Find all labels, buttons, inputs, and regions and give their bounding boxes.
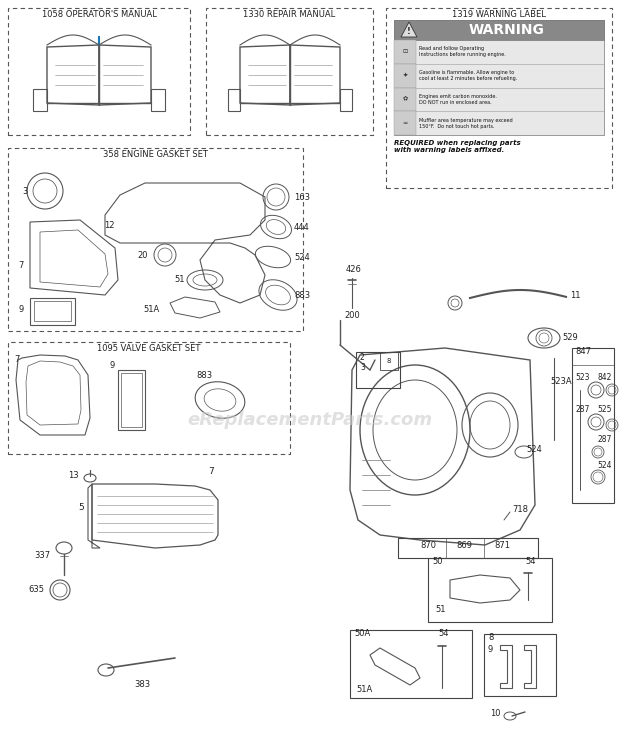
Text: 3: 3	[360, 364, 365, 373]
Polygon shape	[394, 20, 604, 135]
Text: ≈: ≈	[402, 121, 407, 126]
Text: 871: 871	[494, 540, 510, 550]
Text: 7: 7	[15, 356, 20, 365]
Text: 883: 883	[196, 371, 212, 379]
Text: 529: 529	[562, 333, 578, 342]
Text: 20: 20	[138, 251, 148, 260]
Text: 7: 7	[208, 467, 214, 476]
Text: 3: 3	[22, 187, 28, 196]
Text: 1330 REPAIR MANUAL: 1330 REPAIR MANUAL	[244, 10, 335, 19]
Text: 1058 OPERATOR'S MANUAL: 1058 OPERATOR'S MANUAL	[42, 10, 156, 19]
Polygon shape	[401, 22, 417, 37]
Text: 5: 5	[78, 504, 84, 513]
Polygon shape	[394, 112, 416, 135]
Text: ✿: ✿	[402, 97, 407, 102]
Text: 7: 7	[19, 260, 24, 269]
Text: ⊡: ⊡	[402, 49, 407, 54]
Polygon shape	[394, 40, 416, 64]
Text: 847: 847	[575, 347, 591, 356]
Text: ✦: ✦	[402, 73, 407, 78]
Text: 51: 51	[174, 275, 185, 284]
Text: 524: 524	[294, 252, 310, 261]
Text: 54: 54	[525, 557, 536, 566]
Text: 883: 883	[294, 290, 310, 300]
Text: 51A: 51A	[356, 685, 372, 694]
Text: 1095 VALVE GASKET SET: 1095 VALVE GASKET SET	[97, 344, 201, 353]
Text: 8: 8	[387, 358, 391, 364]
Text: Gasoline is flammable. Allow engine to
cool at least 2 minutes before refueling.: Gasoline is flammable. Allow engine to c…	[419, 70, 517, 81]
Text: 51: 51	[435, 606, 446, 615]
Text: 523A: 523A	[550, 377, 572, 386]
Text: 8: 8	[488, 633, 494, 643]
Text: 523: 523	[575, 373, 590, 382]
Text: 635: 635	[28, 586, 44, 594]
Text: 337: 337	[34, 551, 50, 560]
Text: !: !	[407, 27, 411, 36]
Polygon shape	[394, 64, 416, 88]
Text: 9: 9	[110, 361, 115, 370]
Text: 287: 287	[597, 435, 611, 444]
Text: 9: 9	[488, 646, 494, 655]
Text: 524: 524	[526, 446, 542, 455]
Text: 870: 870	[420, 540, 436, 550]
Text: 358 ENGINE GASKET SET: 358 ENGINE GASKET SET	[103, 150, 208, 159]
Text: 842: 842	[597, 373, 611, 382]
Text: Muffler area temperature may exceed
150°F.  Do not touch hot parts.: Muffler area temperature may exceed 150°…	[419, 118, 513, 129]
Text: 1319 WARNING LABEL: 1319 WARNING LABEL	[452, 10, 546, 19]
Text: 51A: 51A	[144, 306, 160, 315]
Text: WARNING: WARNING	[469, 23, 545, 37]
Polygon shape	[394, 88, 416, 112]
Text: Engines emit carbon monoxide.
DO NOT run in enclosed area.: Engines emit carbon monoxide. DO NOT run…	[419, 94, 497, 105]
Text: Read and follow Operating
Instructions before running engine.: Read and follow Operating Instructions b…	[419, 46, 506, 57]
Text: 12: 12	[105, 220, 115, 229]
Text: 718: 718	[512, 505, 528, 515]
Text: 50: 50	[432, 557, 443, 566]
Text: 525: 525	[597, 405, 611, 414]
Text: eReplacementParts.com: eReplacementParts.com	[187, 411, 433, 429]
Text: 2: 2	[360, 353, 365, 362]
Text: 524: 524	[597, 461, 611, 469]
Text: 163: 163	[294, 193, 310, 202]
Text: 200: 200	[344, 311, 360, 320]
Text: 9: 9	[19, 306, 24, 315]
Text: 383: 383	[134, 680, 150, 689]
Text: 13: 13	[68, 472, 79, 481]
Text: 287: 287	[575, 405, 590, 414]
Polygon shape	[394, 20, 604, 40]
Text: 54: 54	[438, 629, 448, 638]
Text: 869: 869	[456, 540, 472, 550]
Text: 426: 426	[346, 266, 362, 275]
Text: 444: 444	[294, 222, 310, 231]
Text: 10: 10	[490, 710, 500, 719]
Text: REQUIRED when replacing parts
with warning labels affixed.: REQUIRED when replacing parts with warni…	[394, 140, 521, 153]
Text: 50A: 50A	[354, 629, 370, 638]
Text: 11: 11	[570, 290, 580, 300]
